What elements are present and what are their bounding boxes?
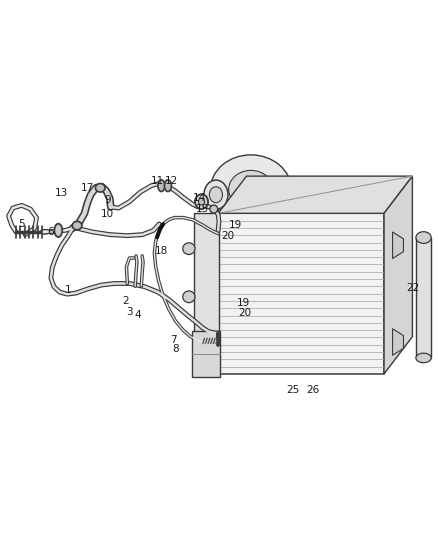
Text: 22: 22 xyxy=(406,283,420,293)
Text: 18: 18 xyxy=(155,246,168,255)
Text: 1: 1 xyxy=(65,286,72,295)
Ellipse shape xyxy=(416,353,431,363)
Polygon shape xyxy=(218,176,413,213)
Ellipse shape xyxy=(416,232,431,244)
Ellipse shape xyxy=(204,180,228,209)
Bar xyxy=(194,213,219,374)
Text: 8: 8 xyxy=(172,344,179,354)
Polygon shape xyxy=(218,213,384,374)
Ellipse shape xyxy=(229,171,273,208)
Text: 17: 17 xyxy=(81,183,94,193)
Bar xyxy=(192,332,220,376)
Ellipse shape xyxy=(54,224,62,237)
Text: 9: 9 xyxy=(104,195,111,205)
Polygon shape xyxy=(392,232,403,259)
Ellipse shape xyxy=(183,243,195,254)
Text: 19: 19 xyxy=(237,297,250,308)
Text: 13: 13 xyxy=(55,188,68,198)
Text: 11: 11 xyxy=(151,176,165,187)
Text: 15: 15 xyxy=(196,204,209,214)
Text: 3: 3 xyxy=(126,306,133,317)
Ellipse shape xyxy=(183,291,195,303)
Bar xyxy=(416,238,431,358)
Ellipse shape xyxy=(72,221,82,230)
Text: 25: 25 xyxy=(286,385,300,395)
Text: 26: 26 xyxy=(306,385,319,395)
Text: 6: 6 xyxy=(48,227,54,237)
Text: 2: 2 xyxy=(122,296,128,306)
Text: 20: 20 xyxy=(221,231,234,241)
Text: 5: 5 xyxy=(18,219,25,229)
Polygon shape xyxy=(384,176,413,374)
Text: 20: 20 xyxy=(239,308,252,318)
Ellipse shape xyxy=(195,194,208,209)
Ellipse shape xyxy=(211,155,291,224)
Ellipse shape xyxy=(164,180,171,191)
Ellipse shape xyxy=(95,183,105,192)
Text: 10: 10 xyxy=(101,209,114,220)
Text: 7: 7 xyxy=(170,335,177,345)
Text: 14: 14 xyxy=(193,193,206,204)
Ellipse shape xyxy=(209,187,223,203)
Text: 4: 4 xyxy=(135,310,141,320)
Polygon shape xyxy=(392,329,403,356)
Text: 19: 19 xyxy=(229,220,242,230)
Text: 12: 12 xyxy=(164,176,177,187)
Ellipse shape xyxy=(210,205,218,213)
Ellipse shape xyxy=(158,180,165,191)
Ellipse shape xyxy=(198,198,205,205)
